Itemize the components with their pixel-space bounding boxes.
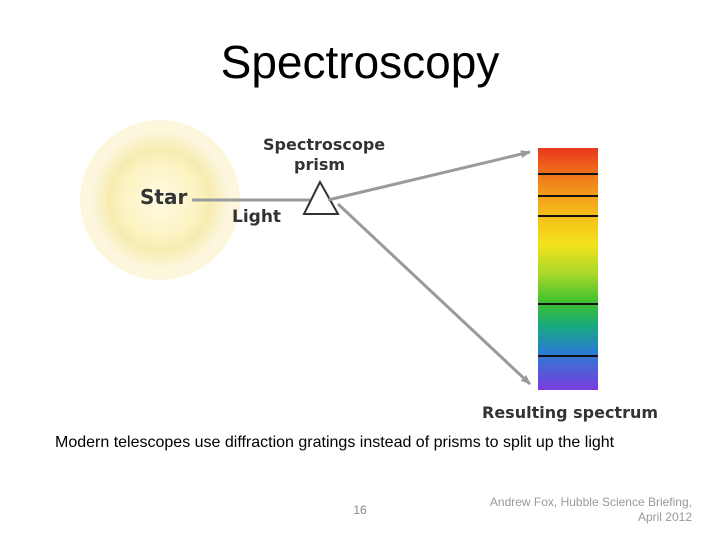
slide-title: Spectroscopy [220, 36, 500, 88]
star-label: Star [140, 185, 187, 209]
spectrum-bar [538, 148, 598, 390]
footer-line1: Andrew Fox, Hubble Science Briefing, [489, 495, 692, 509]
caption: Modern telescopes use diffraction gratin… [55, 434, 615, 451]
absorption-lines [538, 173, 598, 357]
lower-dispersed-ray [336, 202, 532, 386]
star [92, 132, 228, 268]
prism-label-line1: Spectroscope [263, 135, 385, 154]
prism-label-line2: prism [294, 155, 345, 174]
prism [302, 179, 340, 215]
light-label: Light [232, 207, 281, 227]
upper-dispersed-ray [327, 150, 531, 202]
spectroscopy-diagram: Star Light Spectroscope prism Resulting … [80, 120, 658, 422]
slide-number: 16 [353, 503, 367, 517]
spectrum-label: Resulting spectrum [482, 403, 658, 422]
footer-line2: April 2012 [637, 510, 692, 524]
footer: Andrew Fox, Hubble Science Briefing, Apr… [452, 495, 692, 525]
